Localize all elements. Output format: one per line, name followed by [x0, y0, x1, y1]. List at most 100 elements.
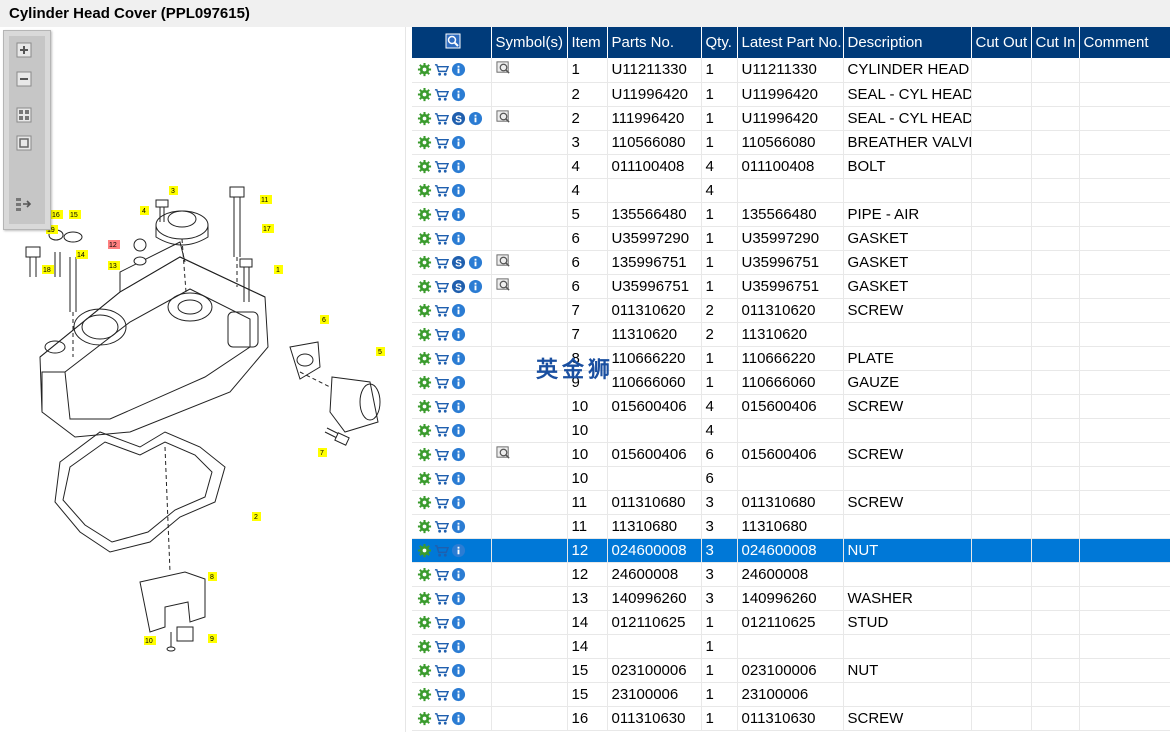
- info-icon[interactable]: [451, 399, 466, 414]
- cart-icon[interactable]: [434, 567, 449, 582]
- cart-icon[interactable]: [434, 711, 449, 726]
- table-row[interactable]: 3 110566080 1 110566080 BREATHER VALVE: [412, 130, 1170, 155]
- cart-icon[interactable]: [434, 351, 449, 366]
- cart-icon[interactable]: [434, 111, 449, 126]
- zoom-out-icon[interactable]: [15, 70, 33, 88]
- supersession-icon[interactable]: S: [451, 279, 466, 294]
- info-icon[interactable]: [451, 183, 466, 198]
- cart-icon[interactable]: [434, 62, 449, 77]
- table-row[interactable]: 5 135566480 1 135566480 PIPE - AIR: [412, 202, 1170, 227]
- column-header-parts-no[interactable]: Parts No.: [607, 27, 702, 58]
- info-icon[interactable]: [451, 62, 466, 77]
- column-header-item[interactable]: Item: [567, 27, 608, 58]
- cart-icon[interactable]: [434, 471, 449, 486]
- column-header-actions[interactable]: [412, 27, 492, 58]
- gear-icon[interactable]: [417, 591, 432, 606]
- gear-icon[interactable]: [417, 351, 432, 366]
- table-row[interactable]: 7 011310620 2 011310620 SCREW: [412, 298, 1170, 323]
- info-icon[interactable]: [451, 303, 466, 318]
- cart-icon[interactable]: [434, 327, 449, 342]
- gear-icon[interactable]: [417, 62, 432, 77]
- actual-size-icon[interactable]: [15, 134, 33, 152]
- table-row[interactable]: 11 011310680 3 011310680 SCREW: [412, 490, 1170, 515]
- pane-splitter[interactable]: [405, 27, 411, 732]
- view-drawing-icon[interactable]: [495, 445, 511, 460]
- diagram-pane[interactable]: 3 4 11 17 1 12 13 16 15 19 14 18 6 5 7 2…: [0, 27, 405, 732]
- supersession-icon[interactable]: S: [451, 255, 466, 270]
- info-icon[interactable]: [451, 543, 466, 558]
- table-row[interactable]: 12 024600008 3 024600008 NUT: [412, 538, 1170, 563]
- table-row[interactable]: 4 011100408 4 011100408 BOLT: [412, 154, 1170, 179]
- gear-icon[interactable]: [417, 87, 432, 102]
- table-row[interactable]: 16 011310630 1 011310630 SCREW: [412, 706, 1170, 731]
- table-row[interactable]: 9 110666060 1 110666060 GAUZE: [412, 370, 1170, 395]
- table-row[interactable]: 11 11310680 3 11310680: [412, 514, 1170, 539]
- table-row[interactable]: 12 24600008 3 24600008: [412, 562, 1170, 587]
- gear-icon[interactable]: [417, 327, 432, 342]
- cart-icon[interactable]: [434, 591, 449, 606]
- info-icon[interactable]: [451, 639, 466, 654]
- column-header-comment[interactable]: Comment: [1079, 27, 1170, 58]
- table-row[interactable]: 6 U35997290 1 U35997290 GASKET: [412, 226, 1170, 251]
- info-icon[interactable]: [451, 495, 466, 510]
- cart-icon[interactable]: [434, 519, 449, 534]
- cart-icon[interactable]: [434, 495, 449, 510]
- info-icon[interactable]: [451, 567, 466, 582]
- gear-icon[interactable]: [417, 399, 432, 414]
- table-row[interactable]: 15 23100006 1 23100006: [412, 682, 1170, 707]
- gear-icon[interactable]: [417, 111, 432, 126]
- column-header-symbols[interactable]: Symbol(s): [491, 27, 568, 58]
- cart-icon[interactable]: [434, 255, 449, 270]
- gear-icon[interactable]: [417, 543, 432, 558]
- gear-icon[interactable]: [417, 135, 432, 150]
- gear-icon[interactable]: [417, 183, 432, 198]
- supersession-icon[interactable]: S: [451, 111, 466, 126]
- cart-icon[interactable]: [434, 423, 449, 438]
- cart-icon[interactable]: [434, 135, 449, 150]
- table-row[interactable]: 7 11310620 2 11310620: [412, 322, 1170, 347]
- view-drawing-icon[interactable]: [495, 60, 511, 75]
- gear-icon[interactable]: [417, 423, 432, 438]
- gear-icon[interactable]: [417, 303, 432, 318]
- cart-icon[interactable]: [434, 87, 449, 102]
- table-row[interactable]: S 6 U35996751 1 U35996751 GASKET: [412, 274, 1170, 299]
- gear-icon[interactable]: [417, 567, 432, 582]
- cart-icon[interactable]: [434, 303, 449, 318]
- table-row[interactable]: 8 110666220 1 110666220 PLATE: [412, 346, 1170, 371]
- table-row[interactable]: 15 023100006 1 023100006 NUT: [412, 658, 1170, 683]
- column-header-description[interactable]: Description: [843, 27, 972, 58]
- cart-icon[interactable]: [434, 159, 449, 174]
- info-icon[interactable]: [451, 711, 466, 726]
- parts-list-grid[interactable]: Symbol(s) Item Parts No. Qty. Latest Par…: [412, 27, 1170, 732]
- info-icon[interactable]: [451, 351, 466, 366]
- column-header-qty[interactable]: Qty.: [701, 27, 738, 58]
- gear-icon[interactable]: [417, 255, 432, 270]
- info-icon[interactable]: [451, 615, 466, 630]
- cart-icon[interactable]: [434, 687, 449, 702]
- table-row[interactable]: 10 015600406 4 015600406 SCREW: [412, 394, 1170, 419]
- cart-icon[interactable]: [434, 375, 449, 390]
- info-icon[interactable]: [451, 447, 466, 462]
- zoom-in-icon[interactable]: [15, 41, 33, 59]
- info-icon[interactable]: [451, 207, 466, 222]
- cart-icon[interactable]: [434, 399, 449, 414]
- table-row[interactable]: 10 4: [412, 418, 1170, 443]
- gear-icon[interactable]: [417, 615, 432, 630]
- info-icon[interactable]: [451, 519, 466, 534]
- info-icon[interactable]: [451, 591, 466, 606]
- gear-icon[interactable]: [417, 159, 432, 174]
- cart-icon[interactable]: [434, 207, 449, 222]
- cart-icon[interactable]: [434, 543, 449, 558]
- gear-icon[interactable]: [417, 447, 432, 462]
- info-icon[interactable]: [468, 279, 483, 294]
- info-icon[interactable]: [451, 135, 466, 150]
- info-icon[interactable]: [468, 255, 483, 270]
- exploded-parts-diagram[interactable]: 3 4 11 17 1 12 13 16 15 19 14 18 6 5 7 2…: [0, 27, 405, 732]
- gear-icon[interactable]: [417, 279, 432, 294]
- info-icon[interactable]: [451, 663, 466, 678]
- cart-icon[interactable]: [434, 639, 449, 654]
- table-row[interactable]: 1 U11211330 1 U11211330 CYLINDER HEAD C: [412, 58, 1170, 83]
- info-icon[interactable]: [451, 87, 466, 102]
